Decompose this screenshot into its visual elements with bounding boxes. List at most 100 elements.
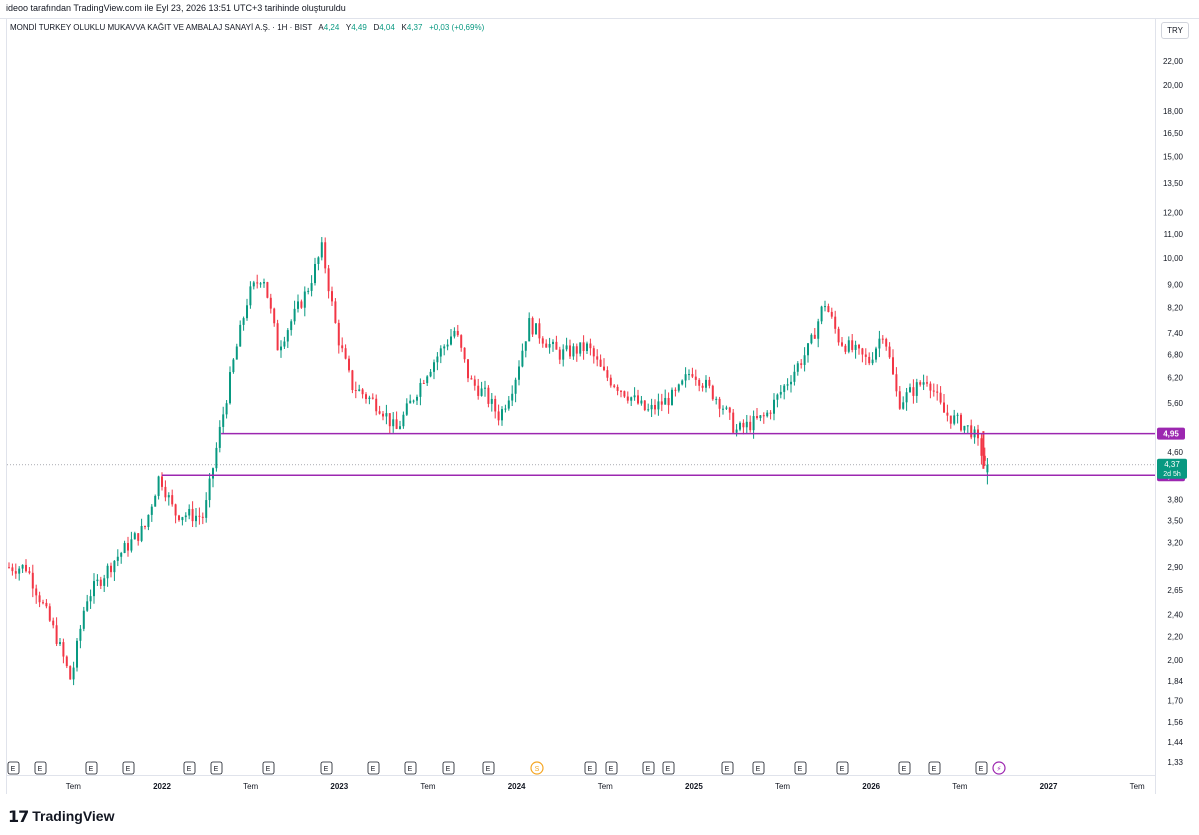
candle-body: [807, 343, 809, 356]
candle-body: [613, 385, 616, 387]
time-tick-label: 2024: [508, 782, 526, 791]
candle-body: [817, 321, 820, 339]
candle-body: [494, 398, 497, 412]
candle-body: [986, 464, 989, 473]
symbol-legend: MONDİ TURKEY OLUKLU MUKAVVA KAĞIT VE AMB…: [10, 23, 484, 32]
earnings-marker: [605, 761, 618, 775]
candle-body: [14, 571, 17, 574]
candle-body: [749, 421, 752, 431]
header-text: ideoo tarafından TradingView.com ile Eyl…: [6, 3, 346, 13]
candle-body: [65, 656, 68, 667]
candle-body: [497, 411, 500, 421]
candle-body: [810, 334, 813, 344]
candle-body: [552, 341, 554, 345]
price-tick-label: 15,00: [1163, 153, 1184, 162]
candle-body: [48, 606, 51, 621]
candle-body: [89, 596, 92, 602]
candle-body: [541, 338, 544, 344]
candle-body: [433, 362, 435, 372]
candle-body: [103, 578, 106, 586]
candle-body: [507, 400, 510, 409]
candle-body: [256, 282, 259, 284]
candle-body: [739, 422, 741, 430]
candle-body: [79, 628, 82, 641]
candle-body: [246, 305, 248, 319]
candle-body: [582, 342, 585, 351]
earnings-marker-label: E: [979, 766, 984, 773]
candle-body: [885, 339, 888, 347]
candle-body: [266, 282, 269, 298]
candle-body: [847, 340, 850, 352]
candle-body: [626, 396, 629, 401]
candle-body: [371, 397, 374, 399]
candle-body: [42, 602, 44, 604]
candle-body: [647, 409, 650, 411]
candle-body: [416, 396, 418, 401]
candle-body: [55, 625, 58, 644]
price-tick-label: 1,33: [1167, 758, 1183, 767]
earnings-marker: [482, 761, 495, 775]
candle-body: [310, 283, 313, 291]
candle-body: [426, 376, 429, 384]
candle-body: [99, 579, 102, 586]
earnings-marker-label: E: [902, 766, 907, 773]
candle-body: [773, 399, 775, 414]
candle-body: [592, 348, 595, 357]
price-tick-label: 6,20: [1167, 373, 1183, 382]
candle-body: [365, 394, 367, 400]
candle-body: [470, 378, 473, 380]
current-price-label: 4,37: [1164, 460, 1180, 469]
split-marker: [992, 761, 1006, 775]
candle-body: [324, 242, 327, 269]
candle-body: [701, 385, 704, 388]
candle-body: [531, 318, 534, 335]
earnings-marker: [85, 761, 98, 775]
time-tick-label: Tem: [775, 782, 790, 791]
earnings-marker: [975, 761, 988, 775]
candle-body: [259, 283, 262, 285]
candle-body: [922, 382, 925, 385]
candle-body: [490, 398, 493, 404]
current-price-tag: [1157, 458, 1187, 479]
candle-body: [463, 347, 466, 360]
candle-body: [293, 308, 296, 322]
legend-high: 4,49: [351, 23, 367, 32]
candle-body: [949, 415, 952, 424]
earnings-marker-label: E: [932, 766, 937, 773]
candle-body: [205, 500, 208, 518]
candle-body: [824, 306, 826, 308]
earnings-marker-label: E: [408, 766, 413, 773]
candle-body: [320, 242, 323, 258]
earnings-marker: [928, 761, 941, 775]
earnings-marker: [122, 761, 135, 775]
earnings-marker-label: E: [588, 766, 593, 773]
candle-body: [844, 345, 847, 352]
currency-button[interactable]: TRY: [1161, 22, 1189, 39]
candle-body: [181, 517, 184, 521]
candle-body: [419, 382, 422, 397]
price-tick-label: 20,00: [1163, 81, 1184, 90]
candle-body: [439, 348, 442, 357]
split-marker-label: ⚡: [997, 765, 1002, 773]
candle-body: [249, 286, 252, 306]
candle-body: [630, 397, 633, 401]
candle-body: [589, 343, 592, 349]
candle-body: [898, 391, 901, 409]
level-price-label: 4,95: [1163, 430, 1179, 439]
candle-body: [358, 389, 361, 391]
earnings-marker-label: E: [11, 766, 16, 773]
price-tick-label: 5,60: [1167, 399, 1183, 408]
earnings-marker-label: E: [214, 766, 219, 773]
candle-body: [487, 387, 490, 404]
time-tick-label: Tem: [952, 782, 967, 791]
legend-high-label: Y: [345, 23, 352, 32]
candle-body: [263, 282, 265, 284]
price-tick-label: 2,00: [1167, 656, 1183, 665]
candle-body: [52, 620, 55, 626]
candle-body: [759, 415, 762, 419]
candle-body: [164, 486, 167, 498]
price-tick-label: 4,60: [1167, 448, 1183, 457]
candle-body: [368, 397, 371, 400]
candle-body: [524, 341, 527, 351]
